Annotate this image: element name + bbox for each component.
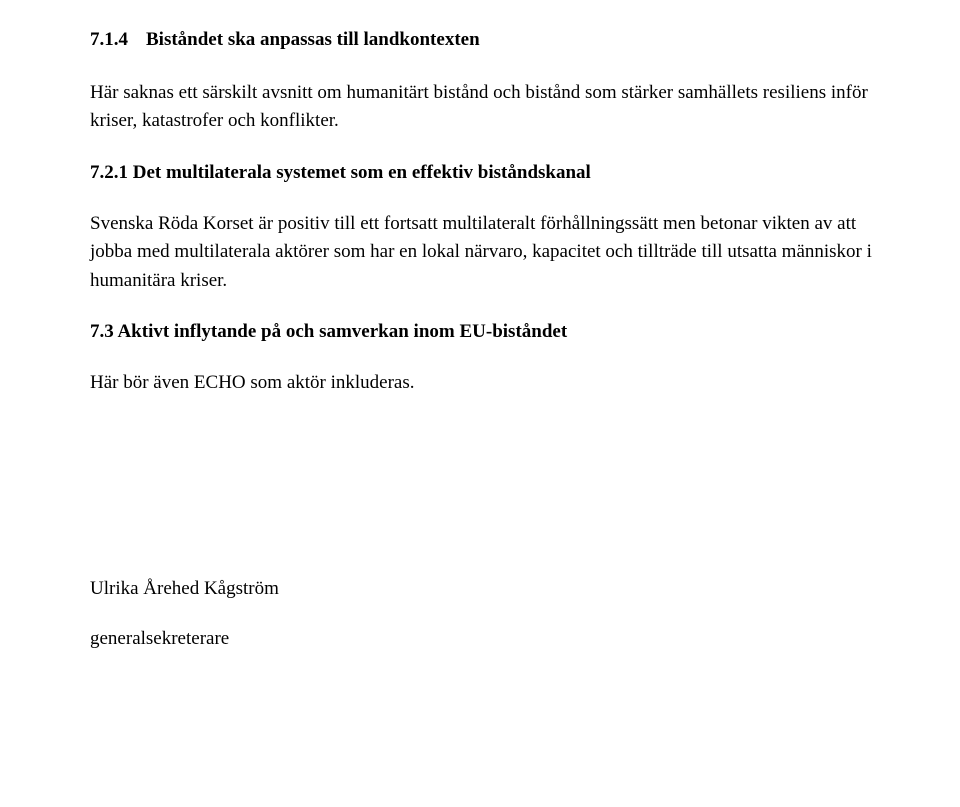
document-page: 7.1.4 Biståndet ska anpassas till landko…: [0, 0, 960, 650]
signature-name: Ulrika Årehed Kågström: [90, 578, 880, 600]
heading-714-number: 7.1.4: [90, 28, 146, 53]
signature-block: Ulrika Årehed Kågström generalsekreterar…: [90, 578, 880, 650]
signature-title: generalsekreterare: [90, 628, 880, 650]
heading-714-title: Biståndet ska anpassas till landkontexte…: [146, 28, 480, 53]
heading-714: 7.1.4 Biståndet ska anpassas till landko…: [90, 28, 880, 53]
paragraph-714: Här saknas ett särskilt avsnitt om human…: [90, 79, 880, 136]
heading-721: 7.2.1 Det multilaterala systemet som en …: [90, 162, 880, 184]
heading-73: 7.3 Aktivt inflytande på och samverkan i…: [90, 321, 880, 343]
paragraph-73: Här bör även ECHO som aktör inkluderas.: [90, 369, 880, 398]
paragraph-721: Svenska Röda Korset är positiv till ett …: [90, 210, 880, 296]
